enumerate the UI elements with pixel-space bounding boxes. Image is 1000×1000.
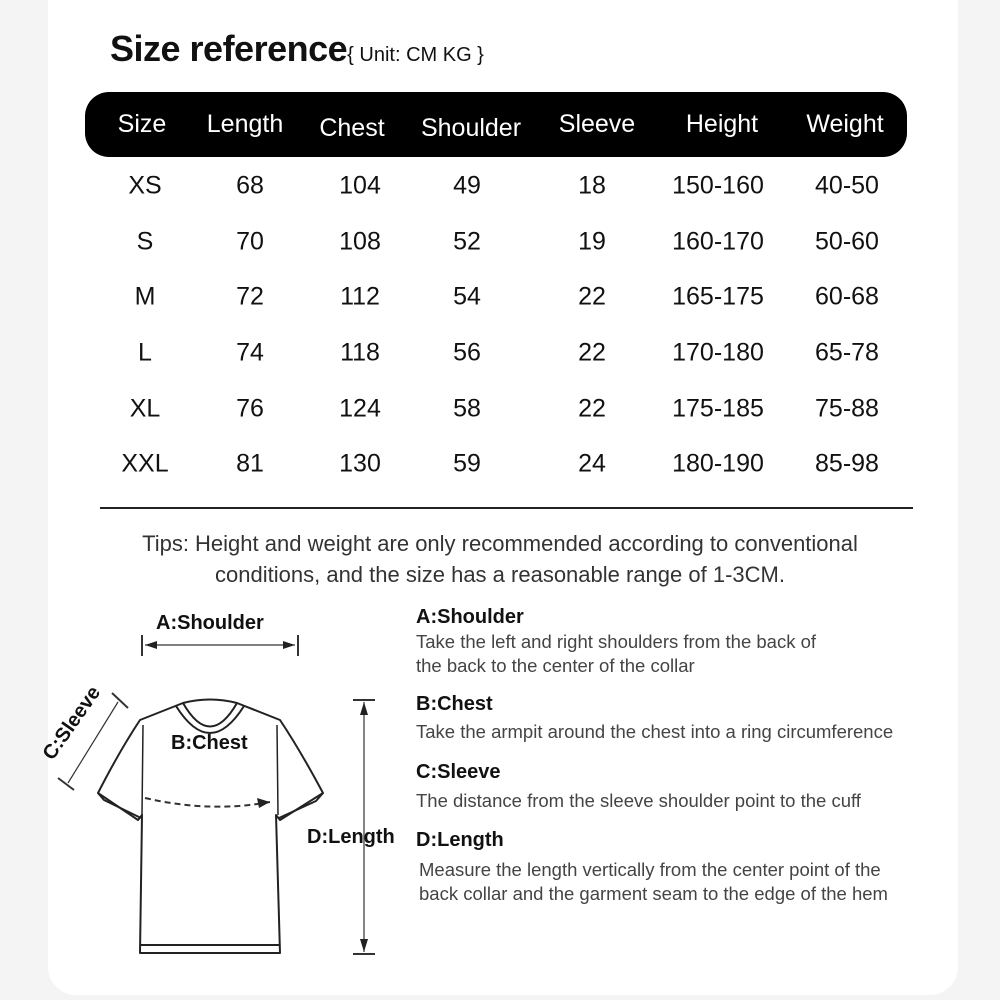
table-cell: 19 — [578, 227, 606, 256]
table-cell: S — [136, 227, 154, 256]
page-title: Size reference{ Unit: CM KG } — [110, 28, 484, 69]
desc-chest-heading: B:Chest — [416, 693, 493, 715]
table-cell: 180-190 — [672, 449, 764, 478]
table-cell: 56 — [453, 338, 481, 367]
table-cell: 72 — [236, 282, 264, 311]
divider — [100, 507, 913, 509]
column-header-length: Length — [206, 110, 284, 138]
column-header-height: Height — [685, 110, 759, 138]
desc-length-text: Measure the length vertically from the c… — [419, 859, 888, 904]
table-cell: 60-68 — [815, 282, 879, 311]
label-length: D:Length — [307, 826, 395, 848]
table-cell: 70 — [236, 227, 264, 256]
table-cell: 49 — [453, 171, 481, 200]
shoulder-arrow — [141, 635, 299, 656]
table-cell: 65-78 — [815, 338, 879, 367]
table-cell: 81 — [236, 449, 264, 478]
desc-sleeve-heading: C:Sleeve — [416, 761, 501, 783]
size-chart-card — [48, 0, 958, 995]
sleeve-arrow — [57, 692, 129, 791]
column-header-shoulder: Shoulder — [420, 114, 522, 142]
table-cell: XS — [128, 171, 162, 200]
table-cell: XXL — [121, 449, 169, 478]
chest-arrow — [144, 797, 271, 808]
tips-line: Tips: Height and weight are only recomme… — [142, 531, 858, 556]
table-cell: 22 — [578, 282, 606, 311]
label-chest: B:Chest — [171, 732, 248, 754]
table-cell: L — [138, 338, 152, 367]
table-cell: 170-180 — [672, 338, 764, 367]
tips-line: conditions, and the size has a reasonabl… — [215, 562, 785, 587]
table-cell: 118 — [340, 338, 380, 367]
table-cell: 160-170 — [672, 227, 764, 256]
length-arrow — [353, 699, 375, 955]
table-cell: 85-98 — [815, 449, 879, 478]
table-cell: 54 — [453, 282, 481, 311]
desc-shoulder-text: Take the left and right shoulders from t… — [416, 631, 817, 676]
desc-length-heading: D:Length — [416, 829, 504, 851]
table-cell: 50-60 — [815, 227, 879, 256]
table-cell: XL — [129, 394, 161, 423]
tshirt-diagram — [57, 635, 375, 955]
label-shoulder: A:Shoulder — [156, 612, 264, 634]
table-cell: 74 — [236, 338, 264, 367]
table-cell: 76 — [236, 394, 264, 423]
table-cell: 40-50 — [815, 171, 879, 200]
table-header — [85, 92, 907, 157]
column-header-size: Size — [117, 110, 167, 138]
column-header-sleeve: Sleeve — [558, 110, 636, 138]
desc-chest-text: Take the armpit around the chest into a … — [416, 721, 894, 742]
table-cell: 59 — [453, 449, 481, 478]
table-cell: 22 — [578, 338, 606, 367]
column-header-chest: Chest — [319, 114, 385, 142]
table-cell: 108 — [339, 227, 381, 256]
table-cell: 104 — [339, 171, 381, 200]
table-cell: 130 — [339, 449, 381, 478]
desc-sleeve-text: The distance from the sleeve shoulder po… — [416, 790, 861, 811]
table-cell: 58 — [453, 394, 481, 423]
tshirt-outline — [97, 698, 324, 954]
table-cell: 150-160 — [672, 171, 764, 200]
table-cell: 68 — [236, 171, 264, 200]
table-cell: 112 — [340, 282, 380, 311]
table-cell: 75-88 — [815, 394, 879, 423]
desc-shoulder-heading: A:Shoulder — [416, 606, 524, 628]
table-cell: 124 — [339, 394, 381, 423]
tips-text: Tips: Height and weight are only recomme… — [60, 528, 940, 590]
table-cell: 22 — [578, 394, 606, 423]
column-header-weight: Weight — [806, 110, 884, 138]
table-cell: M — [134, 282, 156, 311]
table-cell: 165-175 — [672, 282, 764, 311]
unit-label: { Unit: CM KG } — [347, 44, 484, 66]
table-cell: 18 — [578, 171, 606, 200]
table-cell: 24 — [578, 449, 606, 478]
table-cell: 52 — [453, 227, 481, 256]
table-cell: 175-185 — [672, 394, 764, 423]
